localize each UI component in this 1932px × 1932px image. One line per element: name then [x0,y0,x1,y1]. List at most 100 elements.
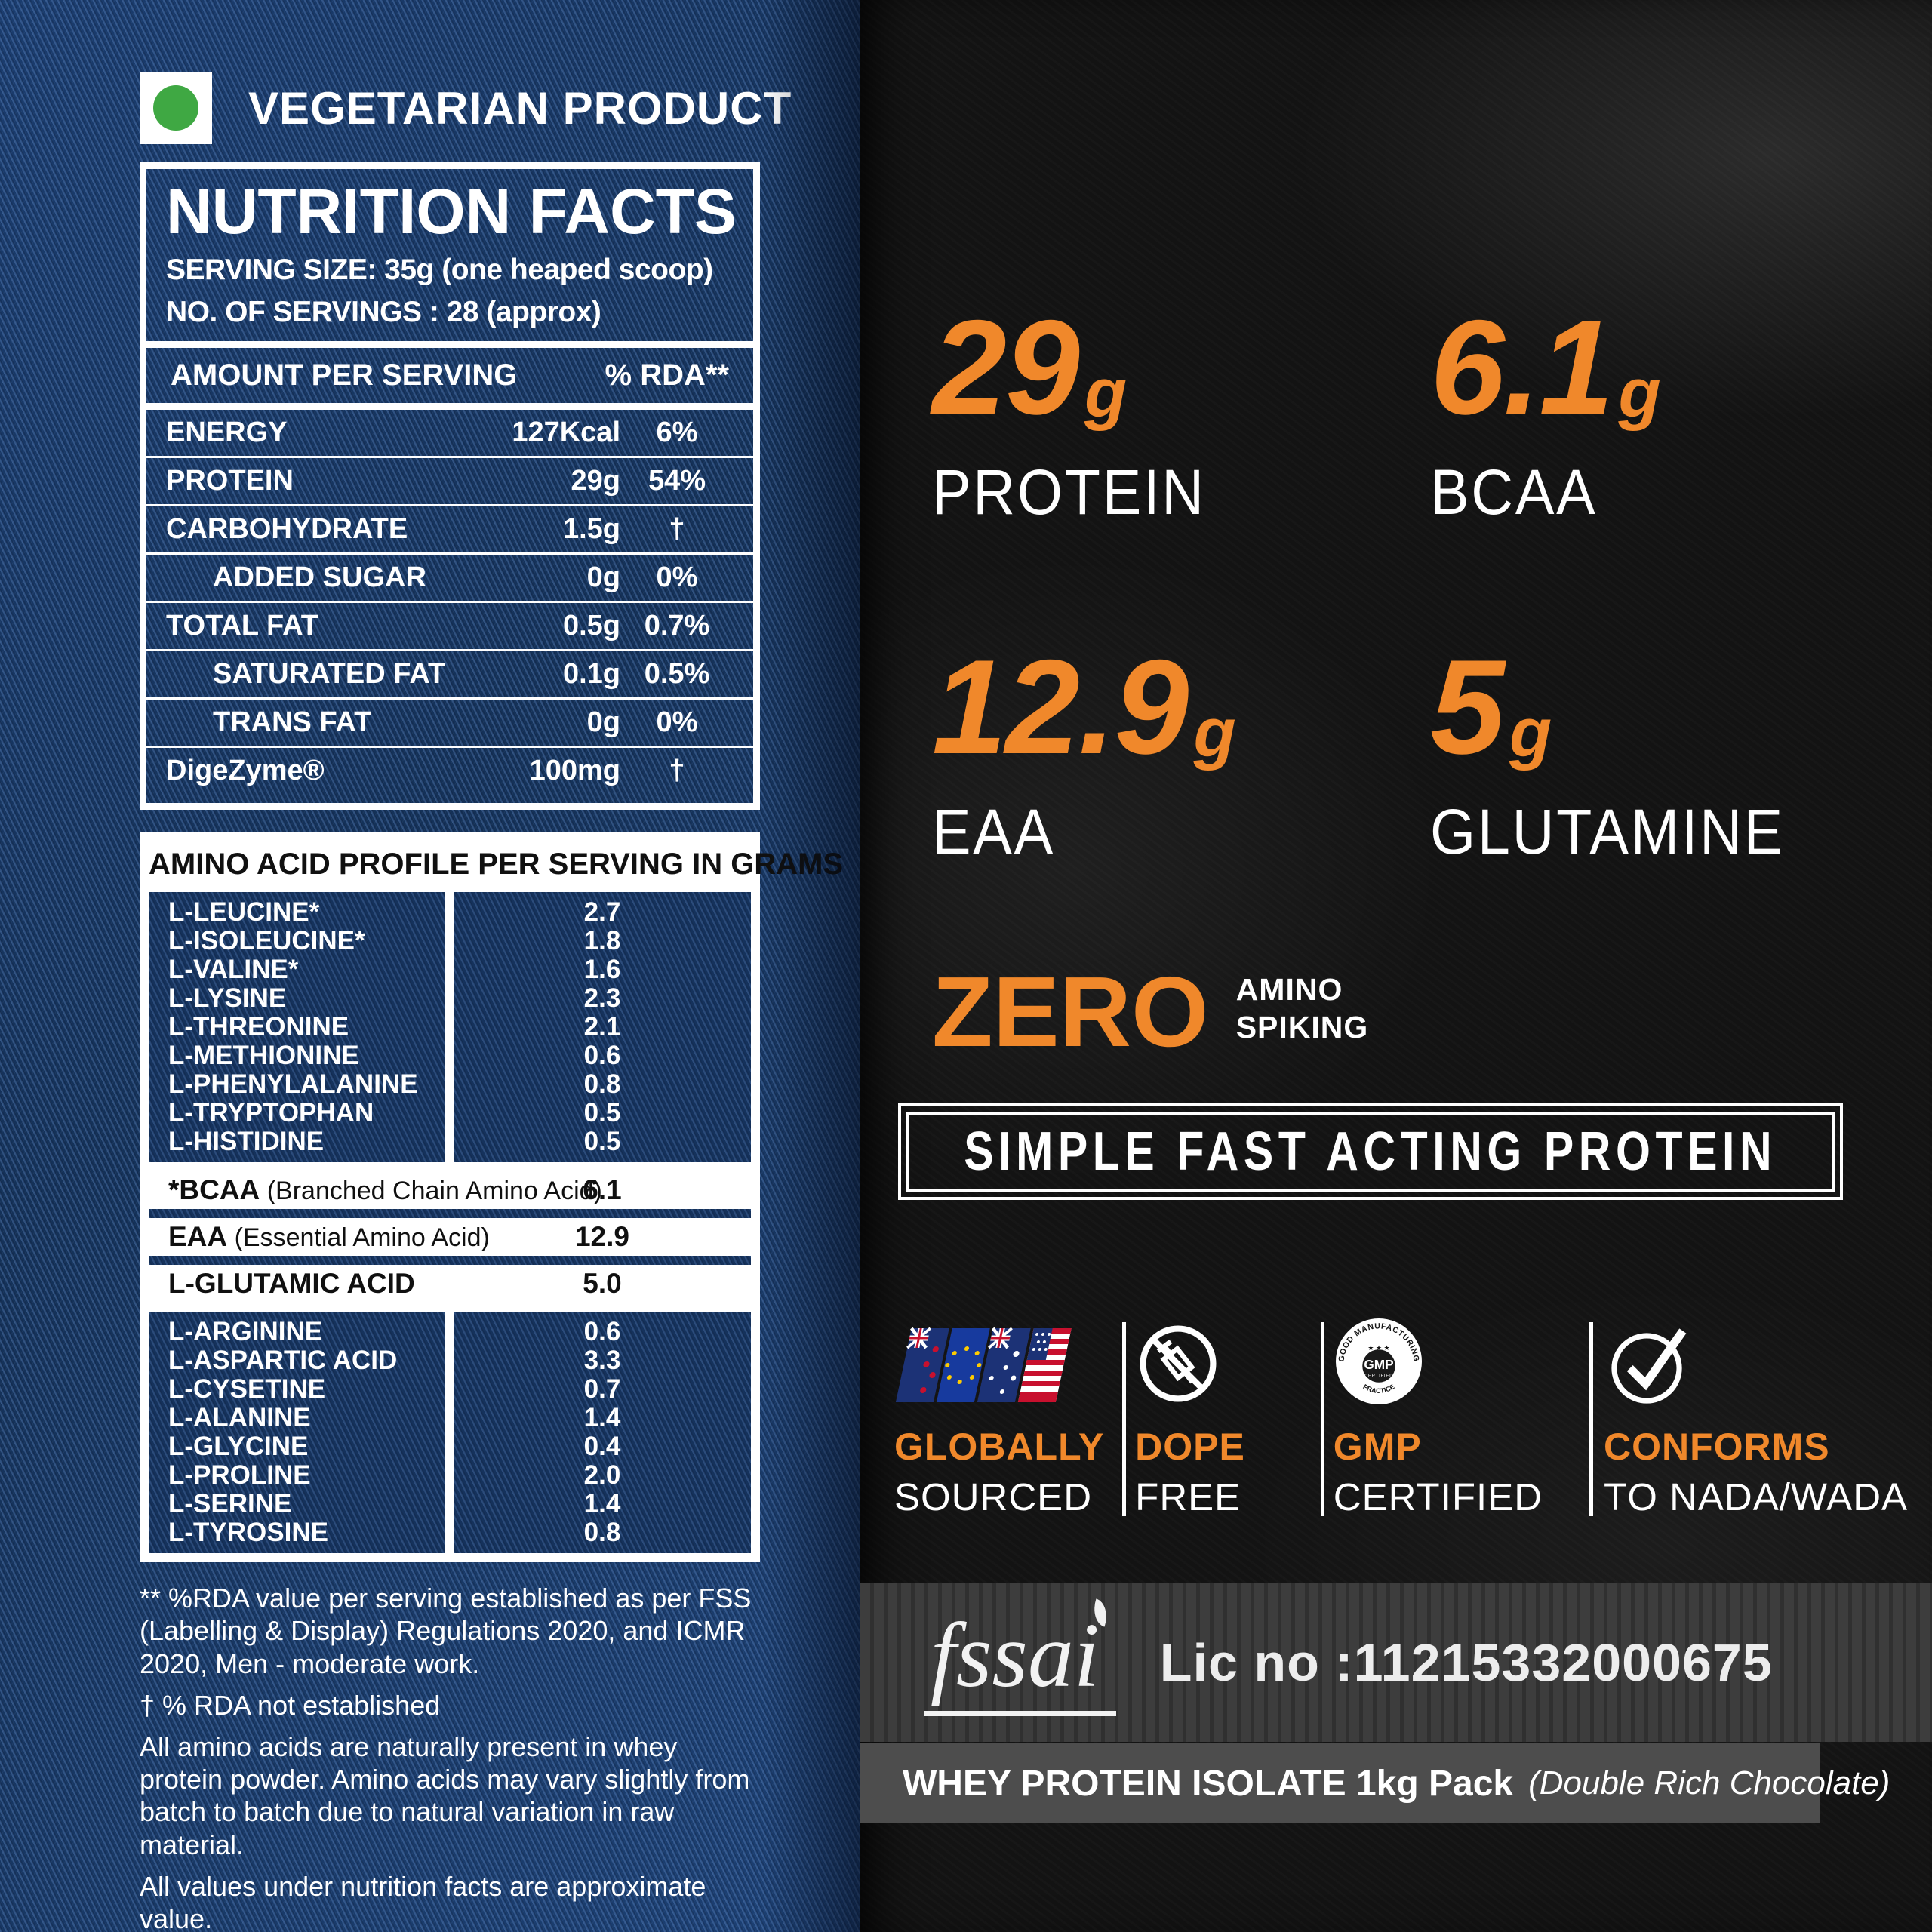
divider [149,1209,751,1219]
nutrition-facts-panel: NUTRITION FACTS SERVING SIZE: 35g (one h… [140,162,760,811]
badge-subtitle: CERTIFIED [1333,1475,1543,1518]
stat-protein-value: 29g [932,292,1127,442]
badge-divider [1122,1322,1127,1516]
glutamic-acid-value: 5.0 [583,1268,622,1300]
zero-word: ZERO [932,956,1209,1067]
stat-bcaa-label: BCAA [1430,457,1598,528]
badge-globally-sourced: GLOBALLY SOURCED [894,1319,1122,1519]
stat-glutamine: 5g GLUTAMINE [1430,640,1913,869]
servings-count: NO. OF SERVINGS : 28 (approx) [166,296,601,329]
amino-value: 1.4 [583,1403,621,1433]
bcaa-total-value: 6.1 [583,1174,622,1206]
stat-bcaa: 6.1g BCAA [1430,300,1913,529]
amino-name: L-TYROSINE [168,1518,328,1548]
amino-name: L-ARGININE [168,1317,323,1347]
stat-protein-label: PROTEIN [932,457,1206,528]
amino-value: 0.4 [583,1432,621,1462]
nutrition-header-row: AMOUNT PER SERVING % RDA** [166,348,734,403]
divider [146,552,753,555]
certification-badges: GLOBALLY SOURCED [894,1318,1909,1519]
amino-name: L-ASPARTIC ACID [168,1346,398,1376]
divider [146,746,753,749]
fssai-logo: fssai [924,1598,1116,1716]
amino-name: L-GLYCINE [168,1432,309,1462]
amino-value: 2.3 [583,983,621,1014]
banner-inner-border: SIMPLE FAST ACTING PROTEIN [906,1112,1835,1192]
zero-amino-spiking: ZERO AMINO SPIKING [932,956,1368,1067]
amino-value: 1.4 [583,1489,621,1519]
banner-box: SIMPLE FAST ACTING PROTEIN [898,1103,1843,1200]
amino-name: L-METHIONINE [168,1041,359,1071]
amino-value: 0.5 [583,1098,621,1128]
amino-name: L-SERINE [168,1489,292,1519]
nutrition-title: NUTRITION FACTS [166,176,737,247]
vegetarian-badge: VEGETARIAN PRODUCT [140,72,791,144]
column-gap [445,892,454,1162]
amino-value: 3.3 [583,1346,621,1376]
flags-icon [895,1327,1072,1402]
badge-conforms-nada-wada: CONFORMS TO NADA/WADA [1593,1319,1909,1519]
vegetarian-mark-icon [140,72,212,144]
amino-values-column: 2.7 1.8 1.6 2.3 2.1 0.6 0.8 0.5 0.5 [454,892,751,1163]
stat-glutamine-label: GLUTAMINE [1430,796,1785,867]
amino-name: L-THREONINE [168,1012,349,1042]
badge-subtitle: SOURCED [894,1475,1093,1518]
badge-gmp-certified: GOOD MANUFACTURING ★ ★ ★ GMP CERTIFIED P… [1324,1318,1589,1519]
table-row-trans-fat: TRANS FAT 0g 0% [213,706,698,739]
amino-name: L-HISTIDINE [168,1127,325,1157]
amino-name: L-CYSETINE [168,1374,326,1404]
left-panel: VEGETARIAN PRODUCT NUTRITION FACTS SERVI… [0,0,860,1932]
serving-size: SERVING SIZE: 35g (one heaped scoop) [166,254,713,287]
green-dot-icon [153,85,198,131]
fssai-license-number: Lic no :11215332000675 [1159,1633,1773,1692]
svg-text:★ ★ ★: ★ ★ ★ [1367,1344,1389,1352]
table-row-protein: PROTEIN 29g 54% [166,465,706,497]
badge-title: GMP [1333,1426,1422,1468]
table-row-energy: ENERGY 127Kcal 6% [166,417,698,449]
divider [146,601,753,604]
badge-subtitle: FREE [1135,1475,1241,1518]
gmp-seal-icon: GOOD MANUFACTURING ★ ★ ★ GMP CERTIFIED P… [1335,1318,1422,1404]
badge-title: GLOBALLY [894,1426,1105,1468]
amino-name: L-VALINE* [168,955,299,985]
product-name-bar: WHEY PROTEIN ISOLATE 1kg Pack (Double Ri… [860,1743,1890,1823]
no-dope-icon [1140,1325,1217,1402]
badge-subtitle: TO NADA/WADA [1604,1475,1909,1518]
amino-value: 2.0 [583,1460,621,1491]
left-column: VEGETARIAN PRODUCT NUTRITION FACTS SERVI… [140,72,843,1932]
amino-acid-panel: AMINO ACID PROFILE PER SERVING IN GRAMS … [140,832,843,1563]
amino-acid-table-2: L-ARGININE L-ASPARTIC ACID L-CYSETINE L-… [149,1312,751,1554]
table-row-added-sugar: ADDED SUGAR 0g 0% [213,561,698,594]
badge-divider [1589,1322,1593,1516]
eaa-total-row: EAA (Essential Amino Acid) 12.9 [149,1218,751,1257]
fssai-strip: fssai Lic no :11215332000675 [860,1583,1932,1742]
amino-value: 2.7 [583,897,621,928]
footnote-approximate: All values under nutrition facts are app… [140,1870,706,1932]
amino-name: L-LEUCINE* [168,897,320,928]
vegetarian-label: VEGETARIAN PRODUCT [248,82,792,134]
badge-title: CONFORMS [1604,1426,1830,1468]
col-amount-header: AMOUNT PER SERVING [171,358,518,392]
stat-protein: 29g PROTEIN [932,300,1415,529]
divider [146,341,753,349]
amino-name: L-ALANINE [168,1403,311,1433]
amino-name: L-TRYPTOPHAN [168,1098,374,1128]
amino-value: 0.8 [583,1069,621,1100]
check-icon [1611,1328,1687,1404]
table-row-total-fat: TOTAL FAT 0.5g 0.7% [166,610,710,642]
amino-names-column: L-LEUCINE* L-ISOLEUCINE* L-VALINE* L-LYS… [149,892,445,1163]
amino-value: 0.6 [583,1317,621,1347]
divider [149,1256,751,1266]
glutamic-acid-row: L-GLUTAMIC ACID 5.0 [149,1265,751,1303]
divider [146,697,753,700]
amino-values-column: 0.6 3.3 0.7 1.4 0.4 2.0 1.4 0.8 [454,1312,751,1554]
stat-eaa-value: 12.9g [932,632,1236,782]
amino-value: 0.6 [583,1041,621,1071]
svg-text:CERTIFIED: CERTIFIED [1364,1374,1393,1379]
amino-name: L-LYSINE [168,983,287,1014]
col-rda-header: % RDA** [605,358,729,392]
column-gap [445,1312,454,1553]
amino-names-column: L-ARGININE L-ASPARTIC ACID L-CYSETINE L-… [149,1312,445,1554]
svg-text:PRACTICE: PRACTICE [1361,1383,1395,1395]
footnote-rda: ** %RDA value per serving established as… [140,1583,752,1679]
